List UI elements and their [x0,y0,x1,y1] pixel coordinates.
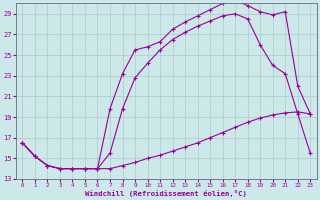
X-axis label: Windchill (Refroidissement éolien,°C): Windchill (Refroidissement éolien,°C) [85,190,247,197]
